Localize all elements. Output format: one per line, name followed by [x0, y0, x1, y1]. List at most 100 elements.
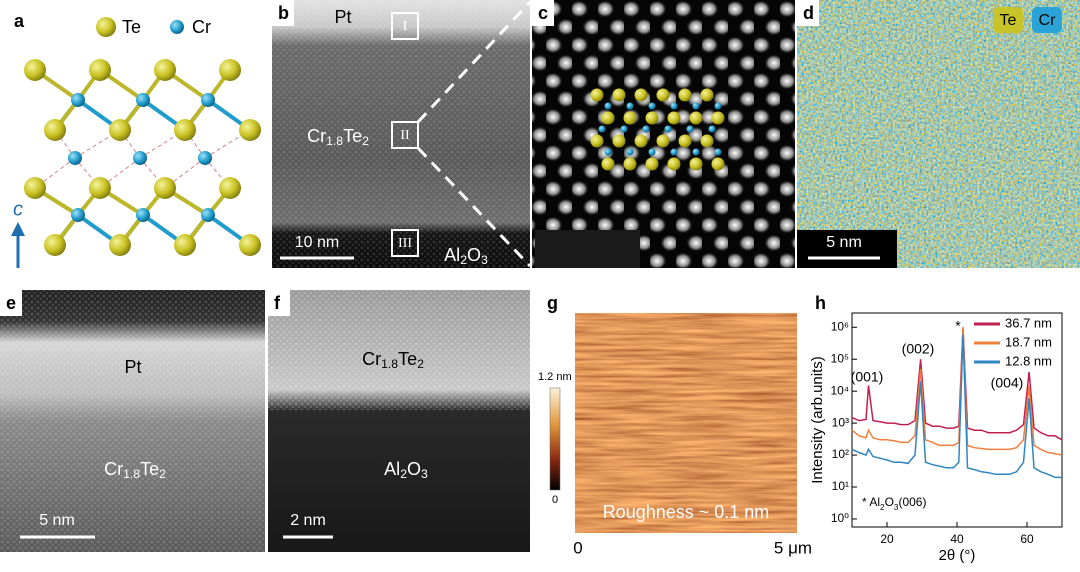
atom: [219, 177, 241, 199]
atom: [670, 102, 678, 110]
formula-part: Te: [343, 126, 362, 146]
formula-part: 1.8: [123, 467, 140, 481]
bond: [164, 157, 206, 189]
atom: [667, 111, 681, 125]
formula-part: 3: [421, 467, 428, 481]
note: * Al2O3(006): [862, 495, 926, 512]
atom: [700, 134, 714, 148]
peak-marker: *: [955, 318, 961, 334]
atom: [642, 125, 650, 133]
formula-part: O: [407, 459, 421, 479]
atom: [170, 20, 184, 34]
y-axis-label: Intensity (arb.units): [809, 356, 826, 484]
formula-part: 2: [400, 467, 407, 481]
atom: [89, 59, 111, 81]
x-tick-label: 20: [880, 532, 894, 546]
atom: [689, 157, 703, 171]
y-tick-label: 10⁶: [831, 319, 849, 333]
afm-image: [575, 313, 797, 533]
layer-label: Cr1.8Te2: [362, 349, 424, 371]
panel-label: h: [815, 293, 826, 313]
bond: [34, 157, 76, 189]
label-tab: [268, 290, 290, 316]
arrow-head: [11, 222, 25, 236]
atom: [670, 148, 678, 156]
series-line: [851, 327, 1063, 441]
legend-text: Cr: [192, 17, 211, 37]
atom: [692, 102, 700, 110]
peak-label: (004): [991, 375, 1024, 391]
lattice-texture: [0, 290, 265, 552]
formula-part: Al: [444, 245, 460, 265]
atom: [711, 111, 725, 125]
formula-part: 1.8: [326, 134, 343, 148]
atom: [44, 234, 66, 256]
atom: [634, 134, 648, 148]
atom-overlay: [590, 88, 725, 171]
panel-a: [24, 17, 261, 256]
formula-part: Te: [140, 459, 159, 479]
y-tick-label: 10³: [832, 415, 849, 429]
legend-text: Te: [1000, 12, 1017, 29]
atom: [24, 59, 46, 81]
atom: [711, 157, 725, 171]
formula-part: Cr: [362, 349, 381, 369]
formula-part: O: [885, 495, 894, 509]
x-axis-label: 2θ (°): [939, 547, 976, 564]
atom: [700, 88, 714, 102]
panel-label: c: [538, 3, 548, 23]
formula-part: Al: [384, 459, 400, 479]
layer-label: Al2O3: [384, 459, 428, 481]
atom: [136, 208, 150, 222]
y-tick-label: 10⁰: [831, 511, 849, 525]
atom: [590, 134, 604, 148]
colorbar-label: 0: [552, 494, 558, 506]
atom: [686, 125, 694, 133]
scale-text: 10 nm: [295, 234, 339, 251]
atom: [678, 88, 692, 102]
atom: [645, 111, 659, 125]
colorbar: [549, 387, 561, 491]
atom: [626, 148, 634, 156]
atom: [656, 88, 670, 102]
atom: [154, 177, 176, 199]
lattice-texture: [268, 290, 530, 410]
atom: [136, 93, 150, 107]
formula-part: O: [467, 245, 481, 265]
legend-swatch: [993, 7, 1023, 33]
formula-part: (006): [898, 495, 926, 509]
annotation: Roughness ~ 0.1 nm: [603, 502, 770, 522]
atom: [71, 93, 85, 107]
formula-part: 2: [362, 134, 369, 148]
atom: [174, 234, 196, 256]
panel-label: a: [14, 11, 25, 31]
scale-text: 5 nm: [826, 234, 862, 251]
peak-label: (002): [902, 341, 935, 357]
formula-part: Cr: [307, 126, 326, 146]
atom: [604, 148, 612, 156]
scale-text: 2 nm: [290, 512, 326, 529]
atom: [201, 93, 215, 107]
atom: [612, 88, 626, 102]
atom: [198, 151, 212, 165]
y-tick-label: 10⁵: [831, 351, 849, 365]
region-label: III: [398, 236, 412, 251]
atom: [623, 111, 637, 125]
atom: [689, 111, 703, 125]
atom: [601, 157, 615, 171]
formula-part: * Al: [862, 495, 880, 509]
peak-label: (001): [851, 369, 884, 385]
formula-part: 3: [481, 253, 488, 267]
zoom-lines: [416, 0, 532, 268]
formula-part: 2: [417, 357, 424, 371]
atom: [154, 59, 176, 81]
atom: [201, 208, 215, 222]
atom: [692, 148, 700, 156]
atom: [612, 134, 626, 148]
layer-label: Pt: [124, 357, 141, 377]
atom: [604, 102, 612, 110]
x-tick-label: 60: [1020, 532, 1034, 546]
label-tab: [0, 290, 22, 316]
y-tick-label: 10¹: [832, 479, 849, 493]
